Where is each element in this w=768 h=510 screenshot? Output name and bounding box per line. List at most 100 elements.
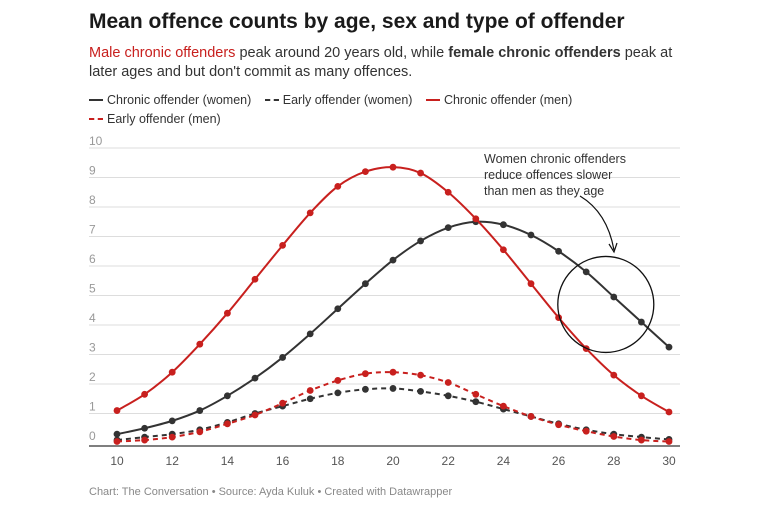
data-point [500, 402, 507, 410]
legend-swatch-solid-dark [89, 98, 103, 101]
data-point [417, 387, 424, 395]
data-point [279, 354, 286, 361]
data-point [196, 407, 204, 414]
data-point [610, 433, 618, 440]
x-tick-label: 14 [221, 454, 235, 468]
y-tick-label: 4 [89, 311, 96, 325]
y-tick-label: 0 [89, 429, 96, 443]
data-point [306, 330, 314, 338]
legend-item-men-chronic: Chronic offender (men) [425, 91, 573, 110]
subtitle-male-highlight: Male chronic offenders [89, 45, 236, 61]
data-point [168, 417, 176, 425]
data-point [472, 390, 480, 398]
legend-item-women-early: Early offender (women) [264, 91, 413, 110]
data-point [389, 385, 397, 392]
y-tick-label: 6 [89, 252, 96, 266]
data-point [168, 433, 176, 441]
data-point [334, 182, 342, 190]
data-point [665, 408, 673, 416]
data-point [500, 221, 507, 229]
annotation-arrow [579, 195, 615, 251]
data-point [113, 407, 121, 414]
data-point [527, 280, 535, 288]
data-point [610, 293, 618, 301]
data-point [362, 385, 369, 393]
data-point [279, 241, 286, 249]
data-point [527, 231, 535, 239]
data-point [196, 428, 204, 436]
legend-swatch-dashed-dark [264, 98, 279, 101]
data-point [527, 413, 535, 420]
annotation-text: than men as they age [484, 184, 604, 198]
data-point [362, 168, 369, 176]
subtitle-text-2: peak at later ages and but don't commit … [89, 45, 673, 80]
data-point [638, 318, 645, 326]
y-axis-ticks: 0 1 2 3 4 5 6 7 8 9 10 [89, 134, 103, 443]
x-tick-label: 28 [607, 454, 621, 468]
annotation: Women chronic offenders reduce offences s… [484, 152, 655, 354]
x-tick-label: 22 [442, 454, 456, 468]
annotation-text: Women chronic offenders [484, 152, 626, 166]
data-point [141, 390, 149, 398]
x-tick-label: 16 [276, 454, 290, 468]
data-point [196, 340, 204, 348]
data-point [141, 436, 149, 444]
series-line-0 [116, 220, 670, 436]
data-point [555, 421, 562, 429]
y-tick-label: 7 [89, 223, 96, 237]
data-point [444, 379, 452, 386]
data-point [665, 343, 673, 351]
data-point [665, 438, 673, 445]
legend-label: Early offender (women) [282, 93, 413, 107]
data-point [610, 371, 618, 379]
data-point [251, 374, 259, 382]
chart-footer: Chart: The Conversation • Source: Ayda K… [89, 486, 453, 498]
data-point [279, 399, 286, 407]
data-point [472, 398, 480, 406]
data-point [638, 392, 645, 400]
legend-item-women-chronic: Chronic offender (women) [89, 91, 251, 110]
subtitle-text-1: peak around 20 years old, while [235, 45, 449, 61]
data-point [113, 438, 121, 445]
x-tick-label: 26 [552, 454, 566, 468]
annotation-text: reduce offences slower [484, 168, 612, 182]
legend-label: Chronic offender (men) [443, 93, 573, 107]
x-axis-ticks: 10 12 14 16 18 20 22 24 26 28 30 [110, 454, 676, 468]
legend-label: Chronic offender (women) [107, 93, 252, 107]
data-point [224, 392, 231, 400]
data-point [444, 188, 452, 196]
annotation-arrowhead [608, 242, 618, 254]
data-point [417, 371, 424, 379]
x-tick-label: 30 [662, 454, 676, 468]
chart-subtitle: Male chronic offenders peak around 20 ye… [89, 44, 689, 82]
legend-swatch-dashed-red [89, 117, 103, 120]
series-line-3 [116, 371, 670, 443]
y-tick-label: 10 [89, 134, 103, 148]
y-tick-label: 2 [89, 370, 96, 384]
subtitle-female-highlight: female chronic offenders [448, 45, 621, 61]
chart-legend: Chronic offender (women) Early offender … [89, 91, 699, 129]
data-point [444, 224, 452, 232]
x-tick-label: 20 [386, 454, 400, 468]
legend-label: Early offender (men) [107, 112, 221, 126]
legend-swatch-solid-red [425, 98, 440, 101]
data-point [500, 246, 507, 254]
data-point [389, 163, 397, 171]
data-point [113, 430, 121, 438]
data-point [389, 368, 397, 376]
data-point [362, 370, 369, 378]
x-tick-label: 24 [497, 454, 511, 468]
x-tick-label: 10 [110, 454, 124, 468]
data-point [555, 247, 562, 255]
chart-title: Mean offence counts by age, sex and type… [89, 10, 625, 33]
data-point [251, 411, 259, 419]
data-point [638, 436, 645, 444]
data-point [224, 309, 231, 317]
data-point [582, 268, 590, 276]
data-point [582, 427, 590, 435]
x-tick-label: 18 [331, 454, 345, 468]
data-point [334, 305, 342, 313]
data-point [334, 377, 342, 384]
annotation-circle [557, 255, 655, 354]
